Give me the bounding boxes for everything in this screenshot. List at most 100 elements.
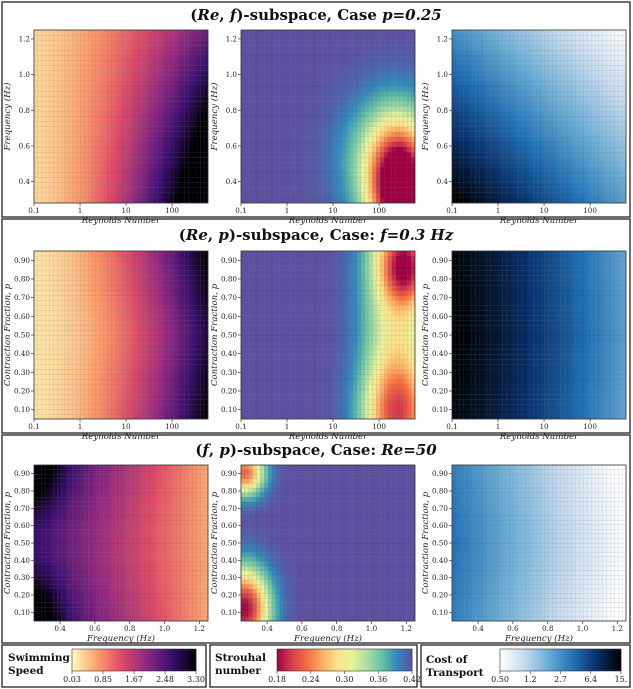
heatmap-cell [556,65,561,71]
heatmap-cell [45,90,50,97]
heatmap-cell [260,34,265,41]
heatmap-cell [192,151,197,158]
heatmap-cell [57,290,62,296]
heatmap-cell [610,121,615,127]
heatmap-cell [138,34,143,41]
heatmap-cell [45,65,50,71]
heatmap-cell [64,65,69,71]
heatmap-cell [68,315,73,321]
heatmap-cell [486,60,491,66]
heatmap-cell [407,34,412,41]
heatmap-cell [506,45,511,51]
heatmap-cell [333,187,338,194]
heatmap-cell [130,146,135,153]
heatmap-cell [126,146,131,153]
heatmap-cell [302,55,307,61]
heatmap-cell [540,146,545,153]
heatmap-cell [200,116,205,122]
heatmap-cell [506,126,511,132]
heatmap-cell [383,172,389,178]
heatmap-cell [45,192,50,199]
heatmap-cell [540,29,545,36]
heatmap-cell [244,85,249,92]
heatmap-cell [196,167,201,173]
heatmap-cell [463,34,468,41]
heatmap-cell [37,285,42,291]
heatmap-cell [459,29,464,36]
heatmap-cell [353,65,358,71]
heatmap-cell [536,151,542,158]
heatmap-cell [478,172,484,178]
heatmap-cell [591,70,596,76]
heatmap-cell [60,65,66,71]
heatmap-cell [184,40,189,46]
heatmap-cell [68,295,73,301]
heatmap-cell [494,65,499,71]
heatmap-cell [244,80,249,87]
heatmap-cell [291,126,296,132]
heatmap-cell [579,96,584,102]
heatmap-cell [41,177,46,183]
heatmap-cell [200,167,205,173]
heatmap-cell [383,34,389,41]
heatmap-cell [494,29,499,36]
heatmap-cell [118,40,124,46]
heatmap-cell [33,80,39,87]
heatmap-cell [37,270,42,276]
heatmap-cell [68,45,73,51]
heatmap-cell [115,34,120,41]
heatmap-cell [176,55,182,61]
heatmap-cell [325,34,331,41]
heatmap-cell [459,65,464,71]
heatmap-cell [200,151,205,158]
heatmap-cell [57,324,62,331]
heatmap-cell [602,55,607,61]
heatmap-cell [391,55,396,61]
heatmap-cell [279,101,284,107]
heatmap-cell [295,121,300,127]
heatmap-cell [525,106,530,112]
heatmap-cell [271,101,276,107]
heatmap-cell [88,111,93,117]
heatmap-cell [184,70,189,76]
heatmap-cell [360,45,365,51]
heatmap-cell [53,146,58,153]
heatmap-cell [594,45,600,51]
heatmap-cell [579,29,584,36]
heatmap-cell [529,106,534,112]
heatmap-cell [395,172,400,178]
heatmap-cell [571,116,576,122]
heatmap-cell [107,96,112,102]
heatmap-cell [353,70,358,76]
heatmap-cell [552,167,557,173]
heatmap-cell [49,80,54,87]
heatmap-cell [310,40,315,46]
heatmap-cell [575,126,580,132]
heatmap-cell [364,50,369,56]
heatmap-cell [153,182,158,188]
heatmap-cell [455,101,460,107]
heatmap-cell [200,101,205,107]
heatmap-cell [157,197,162,204]
heatmap-cell [53,70,58,76]
heatmap-cell [451,70,457,76]
heatmap-cell [80,197,85,204]
heatmap-cell [60,50,66,56]
heatmap-cell [295,60,300,66]
heatmap-cell [252,146,257,153]
heatmap-cell [610,126,615,132]
heatmap-cell [271,126,276,132]
heatmap-cell [556,29,561,36]
heatmap-cell [260,55,265,61]
y-tick-label: 0.4 [437,177,449,186]
heatmap-cell [157,65,162,71]
heatmap-cell [622,167,627,173]
heatmap-cell [142,151,147,158]
heatmap-cell [387,151,392,158]
heatmap-cell [45,111,50,117]
heatmap-cell [122,197,127,204]
heatmap-cell [88,126,93,132]
heatmap-cell [478,167,484,173]
heatmap-cell [146,182,151,188]
heatmap-cell [498,75,503,82]
